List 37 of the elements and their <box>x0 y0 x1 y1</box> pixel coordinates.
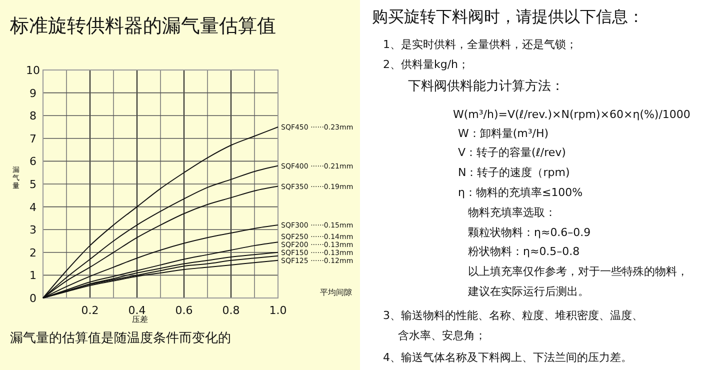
x-tick-label: 0.2 <box>81 304 99 317</box>
text: 4、输送气体名称及下料阀上、下法兰间的压力差。 <box>383 351 632 364</box>
text: 建议在实际运行后测出。 <box>467 285 589 298</box>
x-tick-label: 0.4 <box>128 304 146 317</box>
text: W：卸料量(m³/H) <box>458 127 549 140</box>
text: 物料充填率选取： <box>468 206 556 219</box>
text: 下料阀供料能力计算方法： <box>408 78 564 94</box>
text: 漏气量的估算值是随温度条件而变化的 <box>10 330 231 346</box>
text: 粉状物料：η≈0.5–0.8 <box>468 245 580 258</box>
text: N：转子的速度（rpm) <box>458 166 570 179</box>
y-tick-label: 8 <box>30 110 36 123</box>
x-axis-title: 压差 <box>132 315 148 324</box>
text: 1、是实时供料，全量供料，还是气锁； <box>383 38 577 51</box>
text: 颗粒状物料：η≈0.6–0.9 <box>468 226 591 239</box>
y-tick-label: 1 <box>30 269 36 282</box>
text: 平均间隙 <box>320 288 352 297</box>
x-tick-label: 1.0 <box>269 304 287 317</box>
y-tick-label: 7 <box>30 132 36 146</box>
text: η：物料的充填率≤100% <box>458 186 583 199</box>
y-tick-label: 4 <box>30 200 36 214</box>
x-tick-label: 0.8 <box>222 304 240 317</box>
y-tick-label: 3 <box>30 224 36 237</box>
text: 2、供料量kg/h； <box>383 58 470 71</box>
y-tick-label: 10 <box>26 64 40 77</box>
y-tick-label: 6 <box>30 155 36 168</box>
text: 以上填充率仅作参考，对于一些特殊的物料， <box>468 265 688 278</box>
text: 3、输送物料的性能、名称、粒度、堆积密度、温度、 <box>383 309 643 322</box>
y-tick-label: 5 <box>30 178 36 191</box>
text: W(m³/h)=V(ℓ/rev.)×N(rpm)×60×η(%)/1000 <box>453 108 690 121</box>
y-tick-label: 2 <box>30 246 36 260</box>
y-tick-label: 0 <box>30 292 36 305</box>
text: V：转子的容量(ℓ/rev) <box>458 146 566 159</box>
y-tick-label: 9 <box>30 86 36 100</box>
text: 含水率、安息角； <box>398 329 486 342</box>
x-tick-label: 0.6 <box>175 304 193 317</box>
chart-title: 标准旋转供料器的漏气量估算值 <box>9 15 276 37</box>
text: 购买旋转下料阀时，请提供以下信息： <box>372 7 644 26</box>
